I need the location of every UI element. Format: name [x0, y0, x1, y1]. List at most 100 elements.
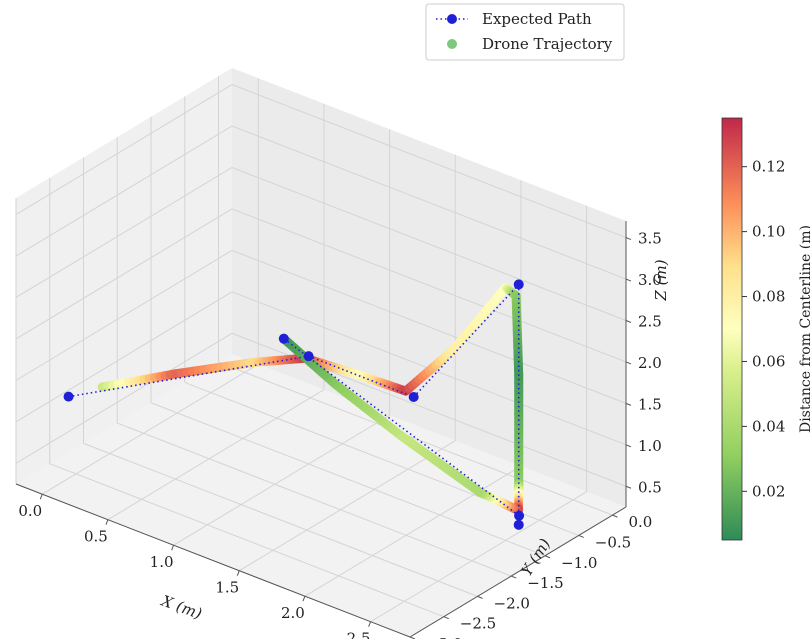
z-axis-label: Z (m)	[652, 259, 670, 301]
grid-line-z	[231, 125, 627, 280]
expected-path-marker	[63, 391, 74, 402]
grid-line-x	[173, 414, 390, 546]
grid-line-x	[107, 389, 325, 521]
y-tick-label: −1.5	[527, 574, 563, 592]
x-tick-label: 2.0	[281, 604, 305, 622]
x-tick-mark	[39, 494, 43, 500]
legend: Expected Path Drone Trajectory	[425, 3, 625, 61]
grid-line-z	[231, 208, 627, 363]
grid-line-x	[239, 440, 456, 572]
grid-line-x	[370, 491, 587, 623]
expected-path-marker	[513, 279, 524, 290]
grid-line-z	[15, 84, 233, 216]
colorbar-gradient	[721, 117, 743, 541]
x-tick-label: 1.5	[215, 579, 239, 597]
grid-line-z	[15, 125, 233, 257]
colorbar-tick-label: 0.04	[752, 417, 785, 435]
axes-panes	[16, 68, 626, 637]
legend-label-expected-path: Expected Path	[482, 10, 592, 28]
grid-line-y	[218, 361, 613, 516]
grid-line-y	[150, 402, 546, 557]
grid-line-z	[15, 208, 233, 340]
colorbar-ticks: 0.02 0.04 0.06 0.08 0.10 0.12	[742, 158, 785, 500]
x-tick-label: 0.5	[84, 528, 108, 546]
z-tick-mark	[625, 237, 632, 241]
z-tick-label: 3.5	[638, 230, 662, 248]
expected-path-marker	[278, 333, 289, 344]
x-tick-label: 2.5	[347, 630, 371, 639]
x-tick-label: 0.0	[18, 502, 42, 520]
colorbar: 0.02 0.04 0.06 0.08 0.10 0.12 Distance from C…	[721, 117, 810, 541]
grid-line-z	[15, 332, 233, 464]
x-axis-line	[15, 483, 411, 638]
y-tick-mark	[612, 514, 618, 518]
legend-drone-trajectory-marker	[447, 39, 457, 49]
x-tick-mark	[236, 570, 240, 576]
legend-expected-path-marker	[447, 14, 457, 24]
z-tick-mark	[625, 444, 632, 448]
y-tick-mark	[511, 575, 517, 579]
z-tick-label: 1.0	[638, 437, 662, 455]
expected-path-marker	[514, 510, 525, 521]
y-tick-label: −2.0	[494, 594, 530, 612]
z-tick-label: 2.5	[638, 312, 662, 330]
z-tick-label: 2.0	[638, 354, 662, 372]
z-tick-mark	[625, 361, 632, 365]
grid-line-y	[117, 422, 512, 577]
y-tick-mark	[578, 534, 584, 538]
grid-line-y	[83, 442, 478, 597]
axes-grid	[15, 76, 627, 638]
x-tick-mark	[368, 621, 372, 627]
y-tick-mark	[477, 595, 483, 599]
y-axis-line	[409, 506, 627, 638]
colorbar-tick-label: 0.06	[752, 352, 785, 370]
y-tick-mark	[443, 616, 449, 620]
grid-line-y	[49, 463, 444, 618]
grid-line-z	[15, 291, 233, 423]
x-tick-mark	[171, 545, 175, 551]
x-axis-label: X (m)	[158, 591, 204, 622]
expected-path-marker	[303, 351, 314, 362]
y-tick-label: −2.5	[460, 615, 496, 633]
x-tick-mark	[302, 596, 306, 602]
y-tick-label: −0.5	[595, 533, 631, 551]
expected-path-segment	[308, 355, 414, 398]
y-tick-label: 0.0	[629, 513, 653, 531]
y-tick-label: −3.0	[426, 635, 462, 639]
left-wall-pane	[16, 68, 232, 484]
axis-ticks: 0.0 0.5 1.0 1.5 2.0 2.5 0.0 −0.5 −1.0 −1.5 −2.0 −2.…	[18, 230, 662, 639]
z-tick-mark	[625, 278, 632, 282]
z-tick-label: 3.0	[638, 271, 662, 289]
colorbar-tick-label: 0.08	[752, 288, 785, 306]
z-tick-mark	[625, 320, 632, 323]
grid-line-z	[15, 249, 233, 381]
y-tick-label: −1.0	[561, 554, 597, 572]
colorbar-tick-label: 0.10	[752, 223, 785, 241]
back-wall-pane	[232, 68, 626, 507]
data-marks	[63, 279, 525, 530]
grid-line-x	[42, 363, 259, 495]
y-tick-mark	[544, 555, 551, 559]
z-tick-mark	[625, 402, 632, 406]
expected-path-segment	[413, 283, 520, 398]
z-tick-mark	[625, 485, 632, 489]
colorbar-tick-label: 0.02	[752, 482, 785, 500]
legend-frame	[425, 3, 625, 61]
colorbar-label: Distance from Centerline (m)	[798, 225, 810, 433]
z-tick-label: 1.5	[638, 395, 662, 413]
x-tick-mark	[105, 519, 109, 525]
floor-pane	[16, 354, 626, 637]
grid-line-z	[15, 167, 233, 298]
z-tick-label: 0.5	[638, 478, 662, 496]
grid-line-z	[231, 249, 627, 404]
colorbar-tick-label: 0.12	[752, 158, 785, 176]
axis-lines	[15, 221, 627, 638]
legend-label-drone-trajectory: Drone Trajectory	[482, 35, 613, 53]
grid-line-z	[231, 167, 627, 321]
grid-line-z	[231, 84, 627, 239]
grid-line-x	[304, 465, 522, 597]
expected-path-marker	[513, 519, 524, 530]
expected-path-marker	[408, 391, 419, 402]
x-tick-label: 1.0	[150, 553, 174, 571]
